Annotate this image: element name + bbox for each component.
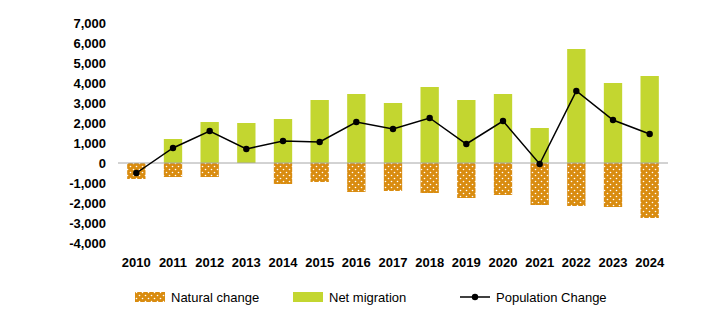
marker <box>133 170 139 176</box>
bar <box>421 163 439 193</box>
y-tick <box>115 163 118 164</box>
y-tick-label: 0 <box>99 156 106 171</box>
marker <box>426 115 432 121</box>
bar <box>384 103 402 163</box>
x-tick-label: 2010 <box>122 255 151 270</box>
y-tick-label: -1,000 <box>69 176 106 191</box>
marker <box>500 118 506 124</box>
bar <box>311 100 329 163</box>
bar <box>237 123 255 163</box>
marker <box>463 141 469 147</box>
y-tick-label: 3,000 <box>73 96 106 111</box>
bar <box>531 163 549 205</box>
y-tick-label: 5,000 <box>73 56 106 71</box>
x-tick-label: 2013 <box>232 255 261 270</box>
bar <box>384 163 402 191</box>
y-tick <box>115 63 118 64</box>
x-tick-label: 2016 <box>342 255 371 270</box>
legend-swatch <box>135 292 165 302</box>
marker <box>316 139 322 145</box>
y-tick <box>115 103 118 104</box>
legend-label: Population Change <box>496 290 607 305</box>
bar <box>641 163 659 218</box>
bar <box>347 94 365 163</box>
y-tick <box>115 43 118 44</box>
x-tick-label: 2015 <box>305 255 334 270</box>
legend-label: Net migration <box>329 290 406 305</box>
y-tick <box>115 243 118 244</box>
bar <box>457 163 475 198</box>
y-tick <box>115 123 118 124</box>
y-tick <box>115 83 118 84</box>
line <box>136 91 649 173</box>
marker <box>610 117 616 123</box>
bar <box>311 163 329 182</box>
legend-marker <box>472 294 478 300</box>
bar <box>274 163 292 184</box>
x-tick-label: 2012 <box>195 255 224 270</box>
x-tick-label: 2023 <box>599 255 628 270</box>
marker <box>573 88 579 94</box>
bar <box>494 163 512 195</box>
marker <box>280 138 286 144</box>
y-axis: -4,000 -3,000 -2,000 -1,000 0 1,000 2,000 3,000… <box>69 16 118 251</box>
x-tick-label: 2020 <box>489 255 518 270</box>
x-tick-label: 2014 <box>269 255 299 270</box>
marker <box>646 131 652 137</box>
bar <box>457 100 475 163</box>
y-tick <box>115 143 118 144</box>
marker <box>206 128 212 134</box>
plot-data <box>127 49 659 218</box>
bar <box>201 122 219 163</box>
y-tick-label: 1,000 <box>73 136 106 151</box>
bar <box>641 76 659 163</box>
x-tick-label: 2011 <box>159 255 187 270</box>
y-tick <box>115 223 118 224</box>
chart: -4,000 -3,000 -2,000 -1,000 0 1,000 2,000 3,000… <box>0 0 717 318</box>
x-tick-label: 2022 <box>562 255 591 270</box>
marker <box>243 146 249 152</box>
y-tick-label: -4,000 <box>69 236 106 251</box>
y-tick-label: 6,000 <box>73 36 106 51</box>
legend-label: Natural change <box>171 290 259 305</box>
bar <box>567 49 585 163</box>
y-tick <box>115 183 118 184</box>
x-tick-label: 2018 <box>415 255 444 270</box>
marker <box>170 145 176 151</box>
y-tick-label: 4,000 <box>73 76 106 91</box>
y-tick-label: 7,000 <box>73 16 106 31</box>
bar <box>531 128 549 163</box>
bar <box>421 87 439 163</box>
y-tick <box>115 203 118 204</box>
bar <box>347 163 365 192</box>
bar <box>127 163 145 179</box>
y-tick-label: -3,000 <box>69 216 106 231</box>
marker <box>390 126 396 132</box>
bar <box>567 163 585 206</box>
bar <box>604 163 622 207</box>
y-tick <box>115 23 118 24</box>
legend-swatch <box>293 292 323 302</box>
y-tick-label: -2,000 <box>69 196 106 211</box>
bar <box>164 139 182 163</box>
bar <box>164 163 182 177</box>
x-tick-label: 2019 <box>452 255 481 270</box>
x-tick-label: 2024 <box>635 255 665 270</box>
y-tick-label: 2,000 <box>73 116 106 131</box>
x-tick-label: 2017 <box>379 255 408 270</box>
line-data <box>133 88 653 176</box>
zero-line <box>118 163 668 164</box>
marker <box>536 161 542 167</box>
legend: Natural change Net migration Population Ch… <box>135 290 607 305</box>
bar <box>201 163 219 177</box>
marker <box>353 119 359 125</box>
x-axis: 2010 2011 2012 2013 2014 2015 2016 2017 2018 2019… <box>122 255 665 270</box>
x-tick-label: 2021 <box>525 255 554 270</box>
